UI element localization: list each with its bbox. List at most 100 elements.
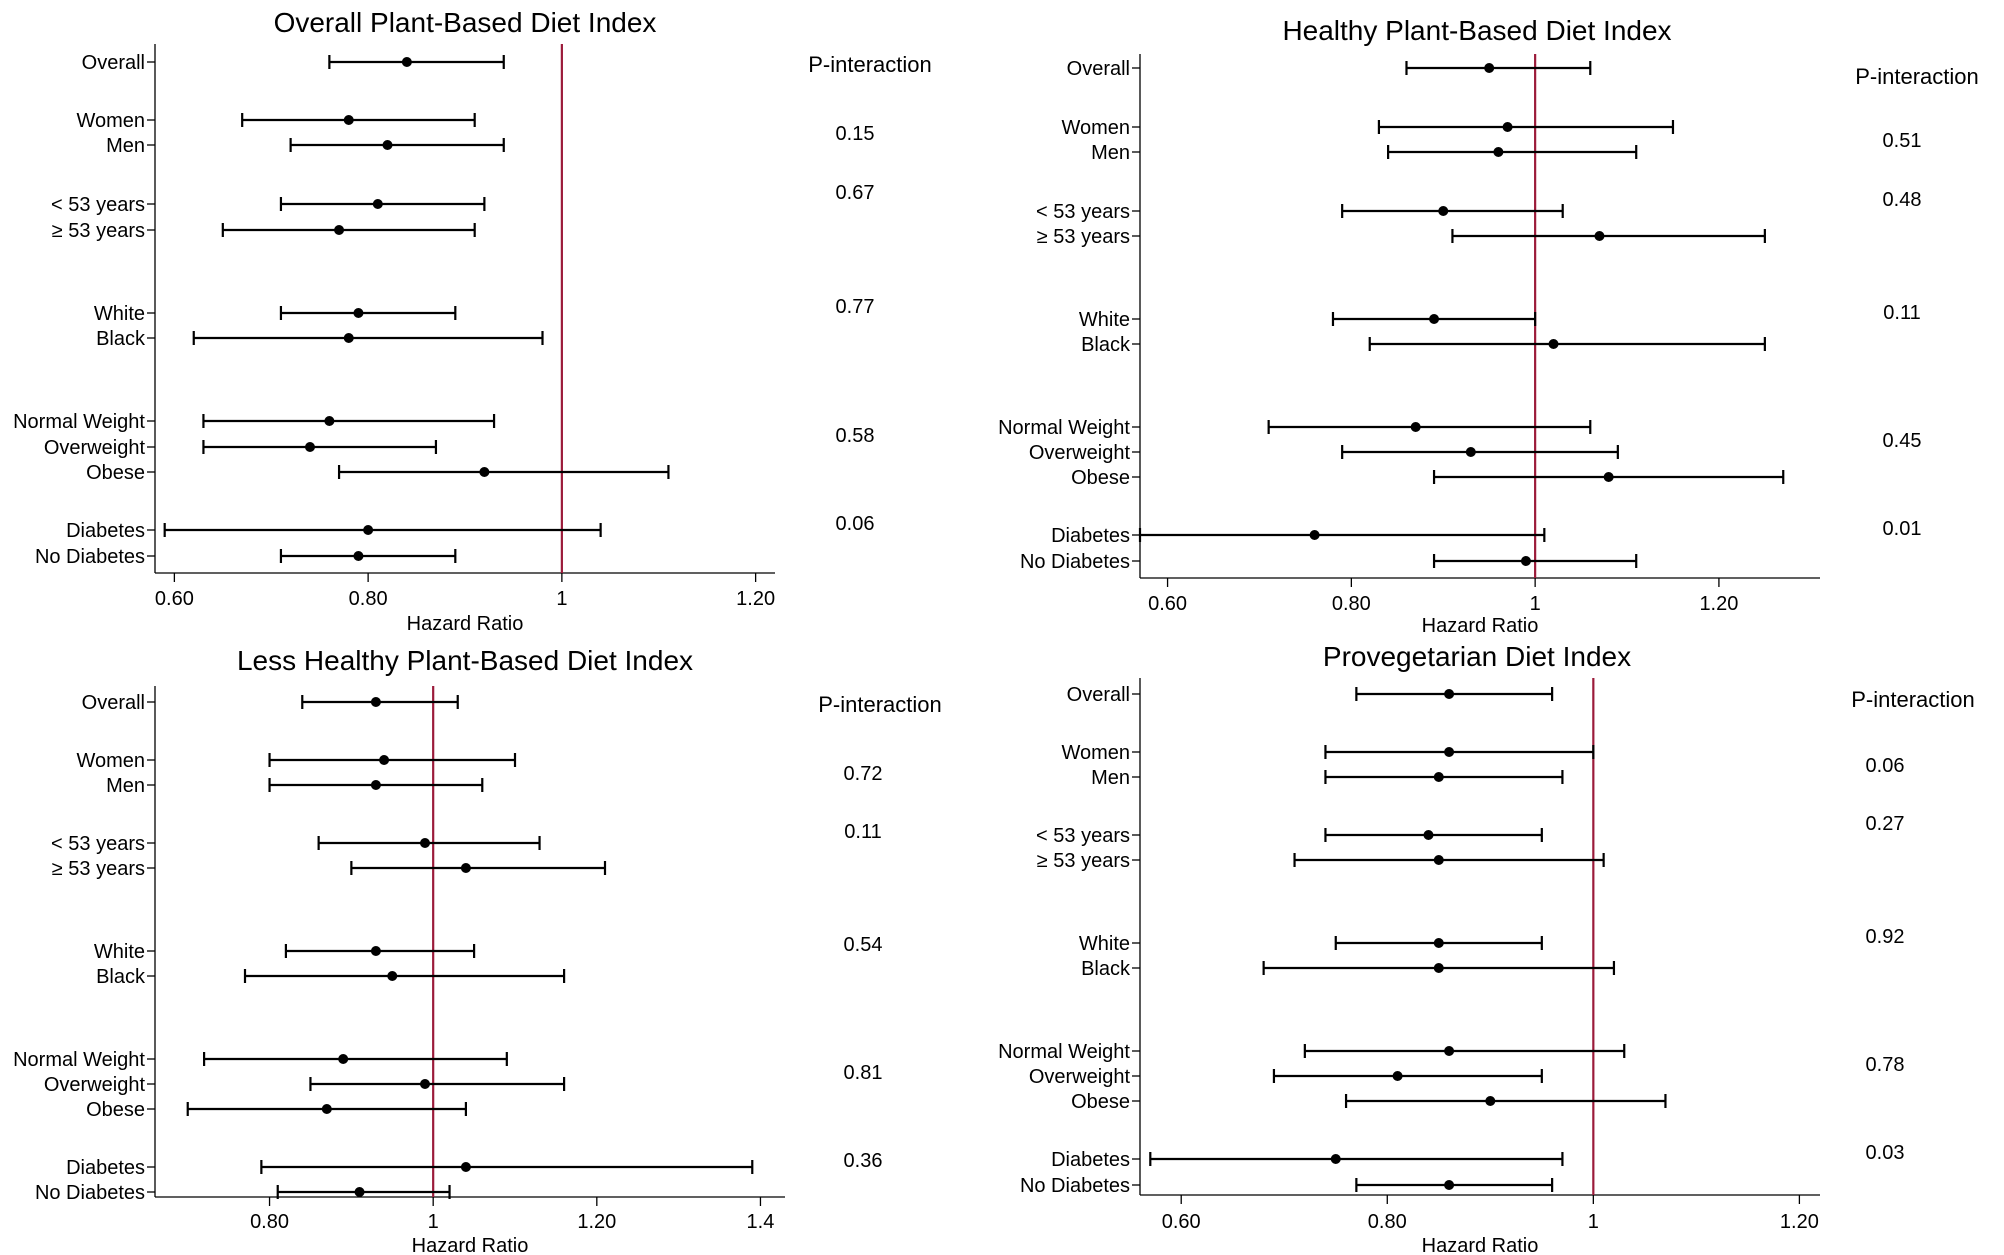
row-label-women: Women	[76, 110, 145, 132]
p-value: 0.81	[844, 1062, 883, 1084]
row-label-no-diabetes: No Diabetes	[35, 1182, 145, 1204]
hr-point-women	[379, 755, 390, 765]
hr-point-53-years	[1594, 231, 1605, 241]
hr-point-black	[343, 333, 354, 343]
p-value: 0.45	[1883, 430, 1922, 452]
row-label-women: Women	[76, 750, 145, 772]
row-label-overall: Overall	[1067, 58, 1130, 80]
p-value: 0.51	[1883, 130, 1922, 152]
p-value: 0.06	[1866, 755, 1905, 777]
row-label-diabetes: Diabetes	[1051, 525, 1130, 547]
row-label-overall: Overall	[82, 692, 145, 714]
row-label-diabetes: Diabetes	[66, 520, 145, 542]
p-value: 0.06	[836, 513, 875, 535]
hr-point-white	[1433, 938, 1444, 948]
row-label-no-diabetes: No Diabetes	[1020, 551, 1130, 573]
row-label-white: White	[1079, 933, 1130, 955]
p-value: 0.36	[844, 1150, 883, 1172]
hr-point-normal-weight	[324, 416, 335, 426]
hr-point-black	[1433, 963, 1444, 973]
row-label-white: White	[94, 941, 145, 963]
row-label-men: Men	[1091, 142, 1130, 164]
row-label-normal-weight: Normal Weight	[13, 411, 145, 433]
x-tick-label: 1	[1530, 593, 1541, 615]
p-value: 0.27	[1866, 813, 1905, 835]
forest-plot-healthy-pdi: Healthy Plant-Based Diet Index 0.60 0.80 1 1…	[998, 15, 1979, 637]
x-axis-label: Hazard Ratio	[1422, 1235, 1539, 1255]
hr-point-obese	[1603, 472, 1614, 482]
p-value: 0.78	[1866, 1054, 1905, 1076]
row-label-53-years: ≥ 53 years	[52, 858, 145, 880]
hr-point-53-years	[460, 863, 471, 873]
hr-point-overweight	[305, 442, 315, 452]
hr-point-53-years	[1433, 855, 1444, 865]
p-value: 0.01	[1883, 518, 1922, 540]
row-label-normal-weight: Normal Weight	[998, 1041, 1130, 1063]
x-tick-label: 1.20	[1699, 593, 1738, 615]
x-tick-label: 0.60	[1148, 593, 1187, 615]
row-label-men: Men	[106, 135, 145, 157]
chart-title: Overall Plant-Based Diet Index	[274, 7, 657, 38]
row-label-obese: Obese	[1071, 1091, 1130, 1113]
hr-point-overall	[1444, 689, 1455, 699]
row-label-white: White	[94, 303, 145, 325]
row-label-no-diabetes: No Diabetes	[35, 546, 145, 568]
hr-point-overweight	[420, 1079, 430, 1089]
hr-point-men	[370, 780, 381, 790]
hr-point-obese	[1485, 1096, 1496, 1106]
p-value: 0.48	[1883, 189, 1922, 211]
hr-point-overweight	[1392, 1071, 1403, 1081]
row-label-women: Women	[1061, 117, 1130, 139]
hr-point-obese	[321, 1104, 332, 1114]
hr-point-obese	[479, 467, 490, 477]
row-label-53-years: ≥ 53 years	[1037, 226, 1130, 248]
hr-point-overall	[1484, 63, 1495, 73]
hr-point-white	[370, 946, 381, 956]
x-axis-label: Hazard Ratio	[407, 613, 524, 635]
row-label-obese: Obese	[1071, 467, 1130, 489]
row-label-overall: Overall	[82, 52, 145, 74]
hr-point-diabetes	[460, 1162, 471, 1172]
chart-title: Less Healthy Plant-Based Diet Index	[237, 645, 693, 676]
x-tick-label: 0.80	[1368, 1211, 1407, 1233]
row-label-overall: Overall	[1067, 684, 1130, 706]
x-tick-label: 0.60	[1162, 1211, 1201, 1233]
row-label-black: Black	[96, 966, 146, 988]
hr-point-diabetes	[1309, 530, 1320, 540]
hr-point-white	[1429, 314, 1440, 324]
hr-point-53-years	[1423, 830, 1434, 840]
p-value: 0.72	[844, 763, 883, 785]
hr-point-no-diabetes	[353, 551, 364, 561]
row-label-diabetes: Diabetes	[1051, 1149, 1130, 1171]
p-value: 0.77	[836, 296, 875, 318]
x-axis-label: Hazard Ratio	[1422, 615, 1539, 637]
hr-point-53-years	[1438, 206, 1449, 216]
row-label-black: Black	[1081, 958, 1131, 980]
forest-plot-less-healthy-pdi: Less Healthy Plant-Based Diet Index 0.80 1…	[13, 645, 942, 1255]
row-label-diabetes: Diabetes	[66, 1157, 145, 1179]
row-label-overweight: Overweight	[44, 437, 146, 459]
p-value: 0.03	[1866, 1142, 1905, 1164]
hr-point-53-years	[372, 199, 383, 209]
p-value: 0.11	[844, 821, 881, 843]
x-tick-label: 0.60	[155, 588, 194, 610]
x-tick-label: 1.20	[577, 1211, 616, 1233]
hr-point-no-diabetes	[1444, 1180, 1455, 1190]
hr-point-white	[353, 308, 364, 318]
hr-point-overall	[370, 697, 381, 707]
p-interaction-header: P-interaction	[818, 692, 942, 717]
p-value: 0.92	[1866, 926, 1905, 948]
p-interaction-header: P-interaction	[1851, 687, 1975, 712]
hr-point-women	[1502, 122, 1513, 132]
p-value: 0.67	[836, 182, 875, 204]
x-tick-label: 1	[1588, 1211, 1599, 1233]
x-tick-label: 1.20	[736, 588, 775, 610]
row-label-women: Women	[1061, 742, 1130, 764]
p-value: 0.58	[836, 425, 875, 447]
hr-point-overweight	[1465, 447, 1476, 457]
hr-point-53-years	[420, 838, 430, 848]
hr-point-men	[382, 140, 393, 150]
row-label-men: Men	[1091, 767, 1130, 789]
p-value: 0.54	[844, 934, 883, 956]
hr-point-normal-weight	[1444, 1046, 1455, 1056]
